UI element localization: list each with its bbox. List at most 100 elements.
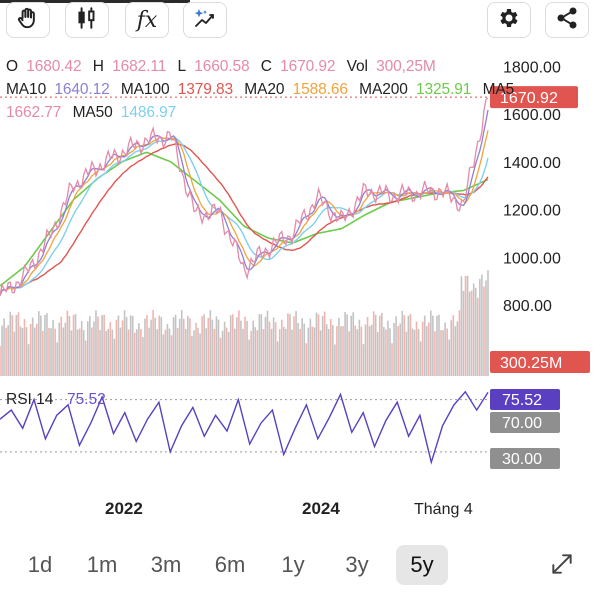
volume-bar — [21, 327, 24, 376]
volume-bar — [327, 329, 330, 376]
volume-bar — [278, 329, 281, 376]
ma-legend-row-1: MA10 1640.12 MA100 1379.83 MA20 1588.66 … — [6, 81, 518, 99]
volume-bar — [52, 320, 54, 376]
tab-5y[interactable]: 5y — [396, 545, 448, 585]
function-label: fx — [136, 7, 158, 33]
volume-bar — [82, 330, 85, 376]
volume-bar — [80, 321, 83, 376]
volume-bar — [266, 310, 269, 376]
volume-bar — [305, 343, 308, 376]
volume-bar — [234, 328, 236, 376]
rsi-level-label: 30.00 — [502, 451, 542, 468]
volume-bar — [346, 314, 348, 376]
volume-bar — [119, 327, 122, 376]
volume-bar — [258, 314, 261, 376]
low-value: 1660.58 — [194, 58, 250, 75]
tab-3y[interactable]: 3y — [345, 552, 369, 577]
hand-tool-button[interactable] — [6, 2, 50, 38]
volume-bar — [450, 320, 453, 376]
volume-bar — [291, 329, 293, 376]
price-chart[interactable]: 800.00 1000.00 1200.00 1400.00 1600.00 1800.0… — [0, 0, 600, 540]
volume-bar — [187, 315, 189, 376]
volume-bar — [276, 341, 279, 376]
volume-bar — [97, 316, 99, 376]
volume-bar — [25, 327, 28, 376]
volume-bar — [3, 318, 5, 376]
indicator-button[interactable]: fx — [125, 2, 169, 38]
volume-bar — [293, 316, 295, 376]
volume-bar — [262, 329, 265, 376]
ohlc-legend: O 1680.42 H 1682.11 L 1660.58 C 1670.92 … — [6, 58, 443, 76]
volume-bar — [350, 315, 352, 376]
volume-bar — [325, 324, 328, 376]
volume-bar — [462, 290, 465, 376]
volume-bar — [42, 330, 44, 376]
rsi-current-value: 75.52 — [67, 391, 106, 408]
volume-bar — [17, 312, 20, 376]
volume-bar — [40, 315, 42, 376]
volume-bar — [289, 314, 291, 376]
volume-bar — [376, 332, 379, 376]
volume-bar — [172, 317, 175, 376]
rsi-level-tag — [490, 448, 560, 469]
volume-bar — [483, 286, 485, 376]
candlestick-button[interactable] — [65, 2, 109, 38]
volume-bar — [19, 326, 22, 376]
volume-bar — [152, 310, 154, 376]
volume-bar — [460, 276, 463, 376]
price-axis-tick: 1800.00 — [503, 59, 561, 76]
volume-bar — [411, 328, 414, 376]
tab-1d[interactable]: 1d — [27, 552, 53, 577]
volume-bar — [227, 331, 230, 376]
volume-bar — [246, 320, 248, 376]
volume-bar — [84, 340, 87, 376]
volume-bar — [162, 334, 165, 376]
volume-bar — [103, 314, 105, 376]
volume-bar — [56, 342, 58, 376]
volume-bar — [464, 276, 467, 376]
low-label: L — [177, 58, 186, 75]
volume-bar — [419, 341, 422, 376]
volume-bar — [33, 327, 36, 376]
volume-bar — [189, 318, 191, 376]
price-axis-tick: 1000.00 — [503, 250, 561, 267]
sparkle-draw-icon — [191, 5, 219, 36]
volume-bar — [321, 316, 324, 376]
open-label: O — [6, 58, 18, 75]
volume-bar — [156, 329, 159, 376]
tab-1m[interactable]: 1m — [86, 552, 118, 577]
volume-bar — [123, 310, 126, 376]
volume-bar — [415, 321, 418, 376]
candlestick-icon — [74, 5, 100, 36]
volume-bar — [121, 320, 124, 376]
tab-3m[interactable]: 3m — [150, 552, 182, 577]
volume-bar — [466, 275, 469, 376]
volume-bar — [299, 328, 301, 376]
volume-bar — [405, 331, 408, 376]
rsi-value-tag — [490, 389, 560, 410]
volume-bar — [191, 336, 193, 376]
ma20-line — [0, 130, 489, 296]
volume-bar — [7, 325, 9, 376]
ma20-label: MA20 — [244, 81, 285, 98]
last-price-tag — [490, 86, 578, 109]
share-button[interactable] — [545, 2, 589, 38]
volume-bar — [338, 317, 340, 376]
tab-6m[interactable]: 6m — [214, 552, 246, 577]
volume-bar — [231, 314, 234, 376]
volume-bar — [485, 280, 487, 376]
settings-button[interactable] — [487, 2, 531, 38]
volume-bar — [309, 318, 312, 376]
draw-tool-button[interactable] — [183, 2, 227, 38]
expand-button[interactable] — [542, 549, 582, 583]
volume-bar — [456, 321, 459, 376]
volume-bar — [425, 326, 428, 376]
volume-bar — [427, 322, 430, 376]
volume-bar — [389, 328, 391, 376]
volume-bar — [487, 270, 489, 376]
tab-1y[interactable]: 1y — [281, 552, 305, 577]
volume-bar — [1, 325, 3, 376]
volume-bar — [301, 318, 303, 376]
volume-bar — [217, 319, 220, 376]
volume-bar — [166, 323, 169, 376]
